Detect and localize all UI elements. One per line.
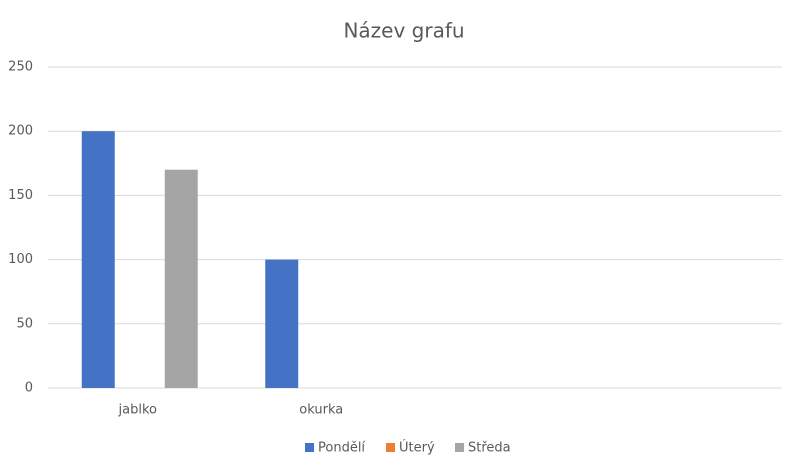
x-tick-label: jablko [118, 403, 158, 418]
legend-swatch [455, 443, 464, 452]
chart-title: Název grafu [343, 19, 464, 43]
x-tick-label: okurka [299, 403, 343, 418]
y-tick-label: 200 [8, 124, 33, 139]
bar [164, 169, 198, 388]
bar [265, 259, 299, 388]
y-tick-label: 0 [25, 381, 33, 396]
y-tick-label: 250 [8, 60, 33, 75]
legend-swatch [305, 443, 314, 452]
y-tick-label: 150 [8, 188, 33, 203]
y-tick-label: 50 [16, 316, 33, 331]
bar [81, 131, 115, 388]
legend-label: Středa [468, 441, 511, 456]
legend-label: Úterý [399, 440, 435, 456]
legend-swatch [386, 443, 395, 452]
legend-label: Pondělí [318, 441, 365, 456]
y-tick-label: 100 [8, 252, 33, 267]
